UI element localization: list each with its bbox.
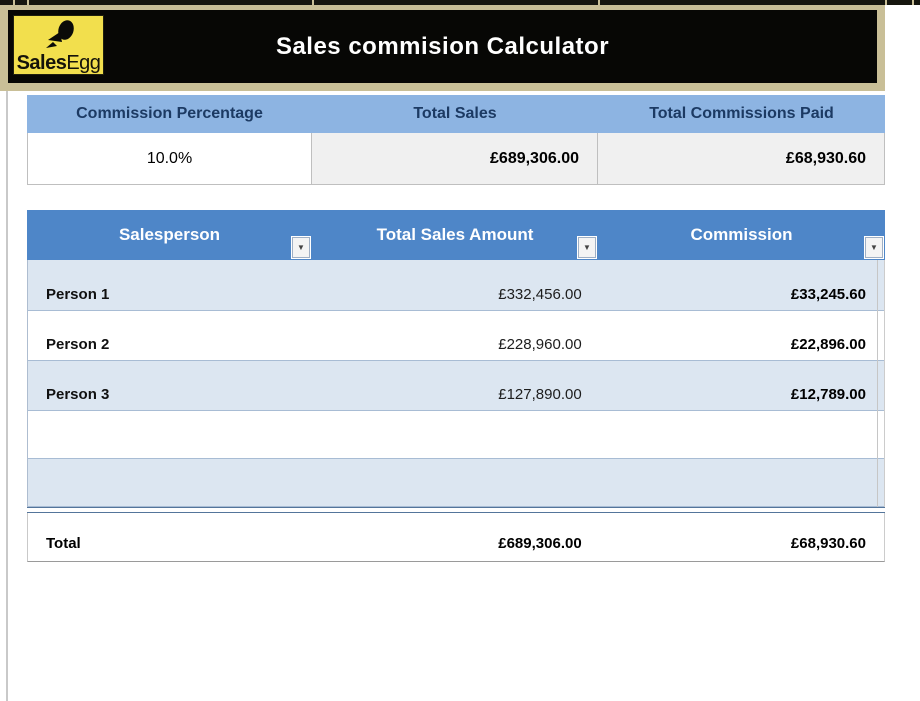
commission-cell[interactable]: £12,789.00 [790, 386, 866, 403]
sales-amount-cell[interactable]: £228,960.00 [498, 336, 582, 353]
column-tick [598, 0, 600, 5]
title-banner: SalesEgg Sales commision Calculator [0, 5, 885, 91]
sales-amount-cell[interactable]: £127,890.00 [498, 386, 582, 403]
total-separator [27, 507, 885, 513]
total-commission[interactable]: £68,930.60 [790, 535, 866, 552]
salesegg-logo: SalesEgg [13, 15, 104, 75]
commission-cell[interactable]: £22,896.00 [790, 336, 866, 353]
salesperson-cell[interactable]: Person 3 [46, 386, 110, 403]
sales-amount-cell[interactable]: £332,456.00 [498, 286, 582, 303]
commission-percentage-cell[interactable]: 10.0% [27, 133, 312, 184]
window-top-strip [0, 0, 920, 5]
summary-header-total-commissions-paid: Total Commissions Paid [649, 105, 834, 122]
sales-table-body: Person 1 £332,456.00 £33,245.60 Person 2… [27, 260, 885, 507]
column-tick [912, 0, 914, 5]
table-row-empty [28, 411, 884, 459]
table-row-person-2: Person 2 £228,960.00 £22,896.00 [28, 311, 884, 361]
commission-cell[interactable]: £33,245.60 [790, 286, 866, 303]
filter-dropdown-icon: ▼ [297, 242, 305, 252]
commission-cell[interactable] [598, 411, 884, 458]
summary-values-row: 10.0% £689,306.00 £68,930.60 [27, 133, 885, 185]
salesperson-cell[interactable] [28, 459, 312, 506]
total-label: Total [46, 535, 81, 552]
salesperson-cell[interactable] [28, 411, 312, 458]
table-row-total: Total £689,306.00 £68,930.60 [27, 513, 885, 562]
total-sales-amount[interactable]: £689,306.00 [498, 535, 582, 552]
sheet-gridline [6, 91, 8, 701]
logo-word-egg: Egg [66, 52, 101, 74]
sales-amount-cell[interactable] [312, 459, 597, 506]
egg-bird-icon [41, 18, 79, 57]
column-header-commission-label: Commission [690, 225, 793, 244]
filter-button-salesperson[interactable]: ▼ [292, 237, 310, 258]
summary-header-commission-percentage: Commission Percentage [76, 105, 263, 122]
column-tick [885, 0, 887, 5]
salesperson-cell[interactable]: Person 1 [46, 286, 110, 303]
column-tick [312, 0, 314, 5]
column-tick [13, 0, 15, 5]
column-gridline [877, 260, 878, 507]
column-header-commission: Commission ▼ [598, 210, 885, 260]
column-tick [27, 0, 29, 5]
total-sales-cell[interactable]: £689,306.00 [312, 133, 598, 184]
column-header-salesperson: Salesperson ▼ [27, 210, 312, 260]
sales-amount-cell[interactable] [312, 411, 597, 458]
table-row-empty [28, 459, 884, 507]
table-row-person-1: Person 1 £332,456.00 £33,245.60 [28, 260, 884, 311]
title-banner-inner: SalesEgg Sales commision Calculator [8, 10, 877, 83]
column-header-salesperson-label: Salesperson [118, 225, 221, 244]
sales-table: Salesperson ▼ Total Sales Amount ▼ Commi… [27, 210, 885, 562]
table-row-person-3: Person 3 £127,890.00 £12,789.00 [28, 361, 884, 411]
commission-cell[interactable] [598, 459, 884, 506]
filter-dropdown-icon: ▼ [583, 242, 591, 252]
column-header-total-sales-amount-label: Total Sales Amount [376, 225, 534, 244]
summary-header-row: Commission Percentage Total Sales Total … [27, 95, 885, 133]
column-header-total-sales-amount: Total Sales Amount ▼ [312, 210, 598, 260]
sales-table-header-row: Salesperson ▼ Total Sales Amount ▼ Commi… [27, 210, 885, 260]
salesperson-cell[interactable]: Person 2 [46, 336, 110, 353]
filter-button-commission[interactable]: ▼ [865, 237, 883, 258]
logo-wordmark: SalesEgg [17, 53, 101, 73]
filter-dropdown-icon: ▼ [870, 242, 878, 252]
total-commissions-paid-cell[interactable]: £68,930.60 [598, 133, 885, 184]
filter-button-total-sales-amount[interactable]: ▼ [578, 237, 596, 258]
summary-table: Commission Percentage Total Sales Total … [27, 95, 885, 185]
summary-header-total-sales: Total Sales [413, 105, 497, 122]
page-title: Sales commision Calculator [275, 32, 610, 60]
logo-word-sales: Sales [16, 52, 67, 74]
